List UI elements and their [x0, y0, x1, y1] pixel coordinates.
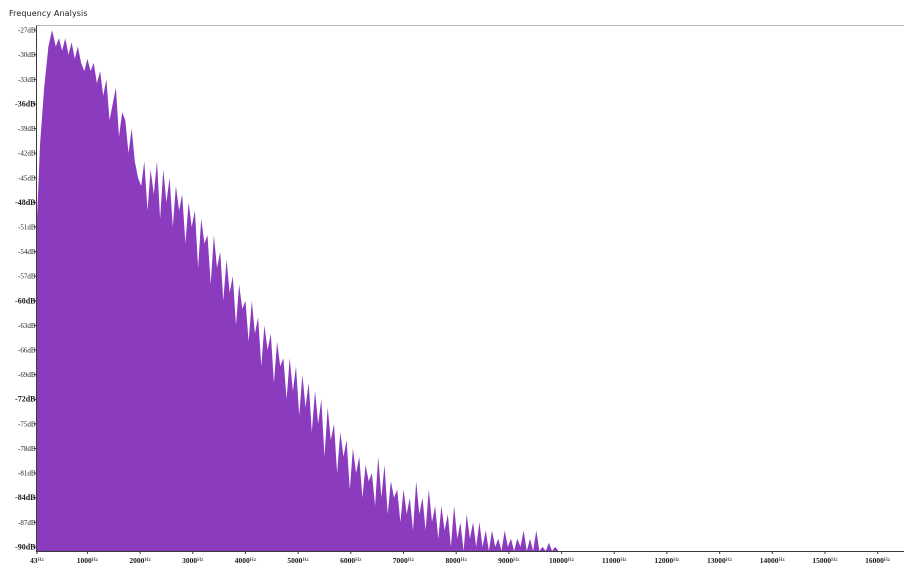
x-tick-label: 7000Hz [393, 556, 415, 565]
y-tick-label: -84dB [15, 493, 36, 502]
y-tick-label: -81dB [18, 470, 36, 478]
y-tick-label: -60dB [15, 296, 36, 305]
y-tick-label: -51dB [18, 223, 36, 231]
x-tick-label: 6000Hz [340, 556, 362, 565]
x-tick-label: 14000Hz [760, 556, 786, 565]
x-tick-label: 2000Hz [129, 556, 151, 565]
y-tick-label: -78dB [18, 445, 36, 453]
y-tick-label: -54dB [18, 248, 36, 256]
y-tick-label: -42dB [18, 150, 36, 158]
y-tick-label: -57dB [18, 273, 36, 281]
x-tick-label: 16000Hz [865, 556, 891, 565]
window-title: Frequency Analysis [9, 9, 88, 18]
y-tick-label: -87dB [18, 519, 36, 527]
x-tick-label: 3000Hz [182, 556, 204, 565]
y-tick-label: -33dB [18, 76, 36, 84]
x-tick-label: 8000Hz [445, 556, 467, 565]
y-tick-label: -90dB [15, 542, 36, 551]
x-tick-label: 43Hz [30, 556, 44, 565]
y-tick-label: -75dB [18, 420, 36, 428]
y-tick-label: -45dB [18, 174, 36, 182]
y-tick-label: -63dB [18, 322, 36, 330]
y-tick-label: -66dB [18, 347, 36, 355]
x-axis: 43Hz 1000Hz 2000Hz 3000Hz 4000Hz 5000Hz 6000Hz… [30, 551, 891, 565]
y-tick-label: -39dB [18, 125, 36, 133]
x-tick-label: 10000Hz [549, 556, 575, 565]
y-tick-label: -36dB [15, 99, 36, 108]
y-tick-label: -30dB [18, 51, 36, 59]
x-tick-label: 5000Hz [287, 556, 309, 565]
spectrum-area [37, 30, 567, 552]
y-tick-label: -27dB [18, 27, 36, 35]
plot-area[interactable] [36, 25, 904, 552]
x-tick-label: 13000Hz [707, 556, 733, 565]
x-tick-label: 1000Hz [77, 556, 99, 565]
x-tick-label: 11000Hz [602, 556, 627, 565]
y-tick-label: -48dB [15, 198, 36, 207]
x-tick-label: 12000Hz [654, 556, 680, 565]
y-tick-label: -72dB [15, 395, 36, 404]
x-tick-label: 4000Hz [235, 556, 257, 565]
y-axis: -27dB -30dB -33dB -36dB -39dB -42dB -45dB -48dB… [15, 27, 37, 551]
x-tick-label: 9000Hz [498, 556, 520, 565]
y-tick-label: -69dB [18, 371, 36, 379]
x-tick-label: 15000Hz [812, 556, 838, 565]
